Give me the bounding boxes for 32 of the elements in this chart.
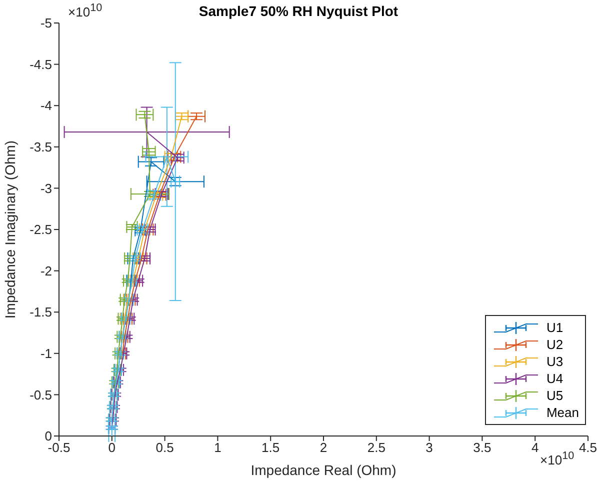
legend-label: U1 — [546, 320, 564, 335]
x-tick-label: 4 — [531, 440, 539, 456]
legend-label: Mean — [546, 405, 579, 420]
y-tick-label: -3 — [40, 180, 52, 196]
y-tick-label: -3.5 — [30, 140, 52, 155]
y-tick-label: -5 — [40, 16, 52, 31]
x-tick-label: 4.5 — [578, 440, 597, 456]
y-tick-label: -4 — [40, 98, 52, 114]
text: ×10$^{10}$ — [68, 2, 102, 20]
x-tick-label: 0.5 — [156, 440, 174, 456]
x-axis-title: Impedance Real (Ohm) — [250, 462, 396, 478]
x-tick-label: 2.5 — [367, 440, 386, 456]
legend-label: U3 — [546, 354, 564, 369]
y-tick-label: -2 — [40, 263, 52, 278]
text: ×10$^{10}$ — [540, 450, 574, 468]
x-tick-label: 3.5 — [473, 440, 492, 456]
legend-label: U4 — [546, 371, 564, 386]
x-tick-label: 1.5 — [262, 440, 280, 456]
y-tick-label: 0 — [44, 428, 52, 444]
y-tick-label: -1.5 — [30, 304, 52, 320]
y-tick-label: -1 — [40, 346, 52, 362]
y-tick-label: -0.5 — [30, 387, 52, 402]
x-tick-label: 0 — [108, 440, 116, 456]
y-tick-label: -4.5 — [30, 56, 52, 72]
x-tick-label: 2 — [320, 440, 328, 456]
chart-title: Sample7 50% RH Nyquist Plot — [198, 3, 398, 19]
y-tick-label: -2.5 — [30, 222, 52, 238]
legend-label: U2 — [546, 337, 564, 352]
x-tick-label: 3 — [426, 440, 433, 456]
x-tick-label: 1 — [214, 440, 222, 456]
y-axis-title: Impedance Imaginary (Ohm) — [2, 140, 18, 319]
legend-label: U5 — [546, 388, 564, 403]
